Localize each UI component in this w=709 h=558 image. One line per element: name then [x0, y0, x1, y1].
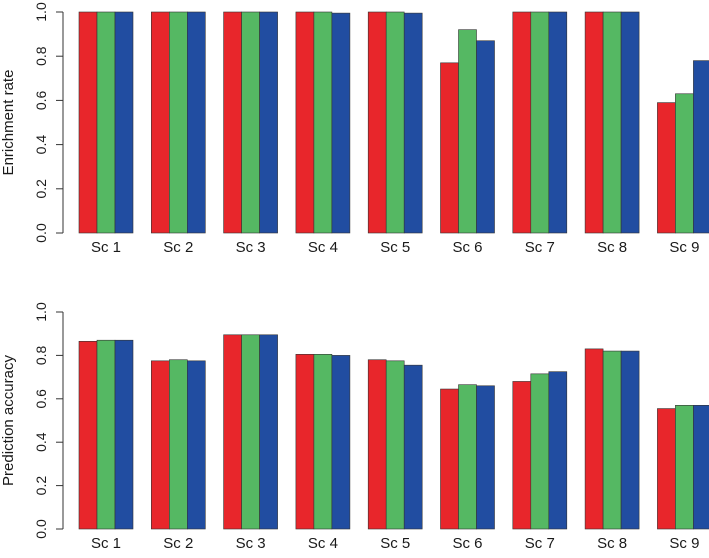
chart-2-bar-sc1-blue: [114, 339, 134, 530]
chart-2-bar-sc4-green: [313, 354, 333, 530]
chart-2-bar-sc1-red: [78, 340, 98, 530]
chart-1-bar-sc2-green: [169, 11, 188, 234]
chart-1-bar-sc3-green: [241, 11, 260, 234]
chart-1-y-axis-title: Enrichment rate: [0, 70, 17, 176]
chart-2-bar-sc7-red: [512, 381, 532, 530]
chart-1-category-label: Sc 6: [452, 239, 482, 256]
chart-2-y-tick-label: 0.0: [33, 519, 49, 539]
chart-1-bar-sc6-green: [458, 29, 477, 234]
chart-2-bar-sc3-red: [223, 334, 242, 530]
chart-1-bar-sc1-green: [96, 11, 116, 234]
chart-2-bar-sc5-blue: [403, 364, 423, 530]
chart-1-y-tick-label: 0.0: [33, 223, 49, 243]
chart-2-y-axis-title: Prediction accuracy: [0, 355, 17, 486]
chart-2-category-label: Sc 3: [236, 535, 266, 552]
chart-1-y-tick-label: 0.4: [33, 135, 49, 155]
chart-2-y-tick-label: 0.2: [33, 476, 49, 496]
chart-1-bar-sc7-blue: [548, 11, 568, 234]
chart-1-bar-sc5-green: [385, 11, 405, 234]
chart-1-category-label: Sc 2: [163, 239, 193, 256]
chart-1-bar-sc2-red: [151, 11, 170, 234]
chart-1-bar-sc6-blue: [476, 40, 495, 234]
chart-2-y-tick-label: 0.8: [33, 345, 49, 365]
chart-1-bar-sc7-green: [530, 11, 550, 234]
chart-1-bar-sc8-red: [584, 11, 604, 234]
chart-2-y-tick-label: 1.0: [33, 302, 49, 322]
chart-1-y-tick-label: 0.8: [33, 46, 49, 66]
chart-2-bar-sc7-blue: [548, 371, 568, 530]
chart-1-category-label: Sc 5: [380, 239, 410, 256]
chart-2-bar-sc3-blue: [259, 334, 278, 530]
chart-1-category-label: Sc 4: [308, 239, 338, 256]
chart-2-bar-sc1-green: [96, 339, 116, 530]
chart-2-category-label: Sc 9: [669, 535, 699, 552]
chart-2-category-label: Sc 4: [308, 535, 338, 552]
chart-1-bar-sc4-red: [295, 11, 315, 234]
chart-2-bar-sc4-blue: [331, 355, 351, 530]
chart-1-bar-sc1-blue: [114, 11, 134, 234]
chart-1-category-label: Sc 1: [91, 239, 121, 256]
chart-1-bar-sc8-blue: [620, 11, 640, 234]
chart-1-y-tick-label: 0.6: [33, 90, 49, 110]
chart-1-bar-sc3-blue: [259, 11, 278, 234]
chart-1-bar-sc9-green: [675, 93, 694, 234]
chart-2-category-label: Sc 5: [380, 535, 410, 552]
chart-2-bar-sc7-green: [530, 373, 550, 530]
chart-2-bar-sc2-red: [151, 360, 170, 530]
chart-2-category-label: Sc 2: [163, 535, 193, 552]
chart-2-bar-sc5-red: [367, 359, 387, 530]
chart-1-y-tick-label: 1.0: [33, 2, 49, 22]
chart-1-category-label: Sc 9: [669, 239, 699, 256]
chart-2-bar-sc8-green: [602, 350, 622, 530]
chart-2-bar-sc9-blue: [693, 405, 709, 530]
chart-2-category-label: Sc 6: [452, 535, 482, 552]
chart-2-bar-sc8-blue: [620, 350, 640, 530]
chart-1-bar-sc6-red: [440, 62, 459, 234]
chart-2-bar-sc3-green: [241, 334, 260, 530]
chart-2-bar-sc6-blue: [476, 385, 495, 530]
chart-1-y-tick-label: 0.2: [33, 179, 49, 199]
chart-2-bar-sc2-green: [169, 359, 188, 530]
chart-2-category-label: Sc 1: [91, 535, 121, 552]
chart-2-bar-sc2-blue: [187, 360, 206, 530]
chart-2-category-label: Sc 7: [525, 535, 555, 552]
chart-1-bar-sc9-blue: [693, 60, 709, 234]
chart-1-bar-sc4-green: [313, 11, 333, 234]
chart-2-y-tick-label: 0.4: [33, 432, 49, 452]
chart-1-category-label: Sc 7: [525, 239, 555, 256]
chart-1-bar-sc3-red: [223, 11, 242, 234]
chart-2-bar-sc9-red: [657, 408, 676, 530]
chart-1-category-label: Sc 3: [236, 239, 266, 256]
chart-2-bar-sc6-green: [458, 384, 477, 530]
chart-2-bar-sc5-green: [385, 360, 405, 530]
chart-1-category-label: Sc 8: [597, 239, 627, 256]
chart-1-bar-sc2-blue: [187, 11, 206, 234]
chart-1-bar-sc5-blue: [403, 12, 423, 234]
chart-1-bar-sc4-blue: [331, 12, 351, 234]
chart-2-bar-sc8-red: [584, 348, 604, 530]
chart-1-bar-sc9-red: [657, 102, 676, 234]
chart-1-bar-sc5-red: [367, 11, 387, 234]
chart-2-y-tick-label: 0.6: [33, 389, 49, 409]
chart-2-bar-sc6-red: [440, 388, 459, 530]
chart-1-bar-sc8-green: [602, 11, 622, 234]
chart-2-bar-sc4-red: [295, 354, 315, 530]
chart-2-category-label: Sc 8: [597, 535, 627, 552]
chart-1-bar-sc7-red: [512, 11, 532, 234]
chart-1-bar-sc1-red: [78, 11, 98, 234]
chart-2-bar-sc9-green: [675, 405, 694, 530]
